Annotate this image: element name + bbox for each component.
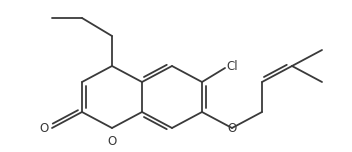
Text: O: O [227,121,237,135]
Text: O: O [40,121,49,135]
Text: O: O [107,135,117,148]
Text: Cl: Cl [226,60,238,74]
